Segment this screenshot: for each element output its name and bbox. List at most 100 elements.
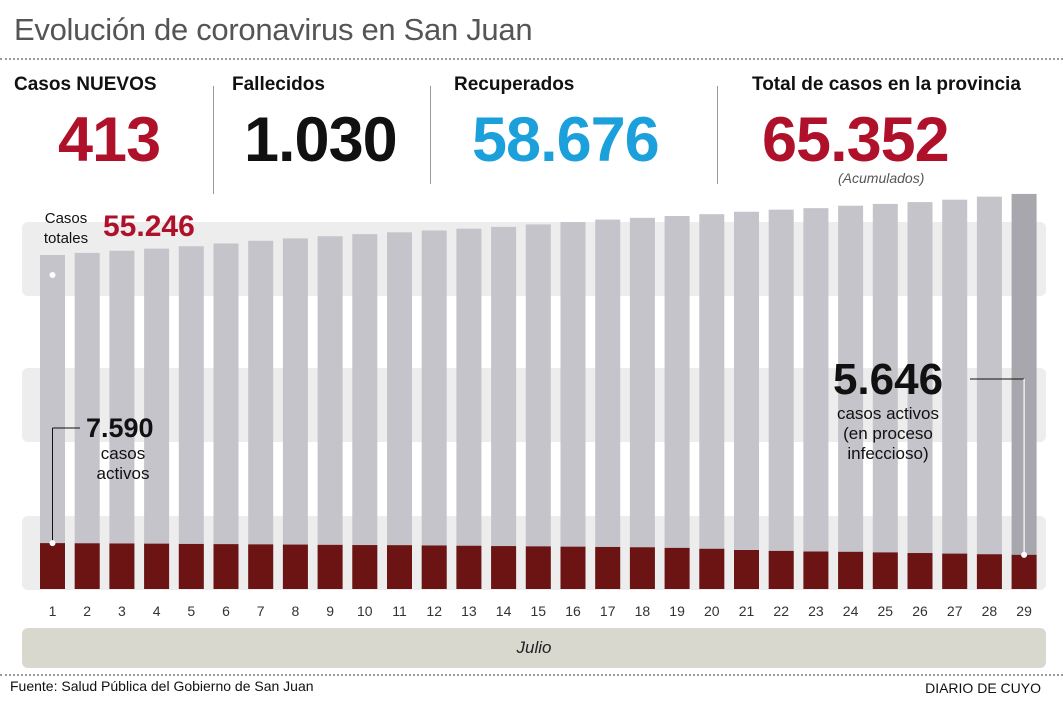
x-tick-label: 27 <box>947 603 963 619</box>
total-cases-bar <box>74 252 100 589</box>
total-cases-bar <box>976 196 1002 589</box>
active-cases-bar <box>1011 554 1037 589</box>
total-cases-label: totales <box>44 230 88 247</box>
marker-dot <box>1021 551 1028 558</box>
total-cases-bar <box>109 250 135 589</box>
total-cases-bar <box>768 209 794 589</box>
total-cases-first-value: 55.246 <box>103 210 195 243</box>
total-cases-bar <box>491 226 517 590</box>
x-tick-label: 6 <box>222 603 230 619</box>
active-cases-bar <box>942 553 968 589</box>
x-tick-label: 28 <box>982 603 998 619</box>
marker-dot <box>49 540 56 547</box>
x-tick-label: 22 <box>773 603 789 619</box>
brand-label: DIARIO DE CUYO <box>925 680 1041 696</box>
x-tick-label: 15 <box>531 603 547 619</box>
active-cases-last-label: (en proceso <box>843 424 933 443</box>
active-cases-bar <box>803 551 829 589</box>
active-cases-bar <box>907 553 933 589</box>
recuperados-label: Recuperados <box>454 74 575 95</box>
total-cases-bar <box>421 230 447 589</box>
x-tick-label: 23 <box>808 603 824 619</box>
x-tick-label: 26 <box>912 603 928 619</box>
x-tick-label: 4 <box>153 603 161 619</box>
total-cases-label: Casos <box>45 210 88 227</box>
bottom-divider <box>0 674 1063 676</box>
x-tick-label: 17 <box>600 603 616 619</box>
total-cases-bar <box>525 224 551 589</box>
total-cases-bar <box>942 199 968 589</box>
x-tick-label: 18 <box>635 603 651 619</box>
x-tick-label: 7 <box>257 603 265 619</box>
fallecidos-label: Fallecidos <box>232 74 325 95</box>
total-cases-bar <box>178 246 204 590</box>
casos-nuevos-label: Casos NUEVOS <box>14 74 157 95</box>
x-tick-label: 24 <box>843 603 859 619</box>
x-tick-label: 21 <box>739 603 755 619</box>
total-cases-bar <box>144 248 170 589</box>
page-title: Evolución de coronavirus en San Juan <box>14 12 533 47</box>
active-cases-last-value: 5.646 <box>833 355 943 404</box>
active-cases-last-label: infeccioso) <box>847 444 928 463</box>
recuperados-value: 58.676 <box>472 105 660 175</box>
active-cases-bar <box>664 547 690 589</box>
active-cases-bar <box>525 546 551 589</box>
total-cases-bar <box>560 222 586 590</box>
x-tick-label: 29 <box>1016 603 1032 619</box>
x-tick-label: 11 <box>392 603 407 619</box>
casos-nuevos-value: 413 <box>58 105 161 175</box>
x-tick-label: 25 <box>878 603 894 619</box>
active-cases-bar <box>248 544 274 589</box>
active-cases-bar <box>734 550 759 589</box>
active-cases-bar <box>595 546 621 589</box>
x-tick-label: 19 <box>669 603 685 619</box>
total-cases-bar <box>872 203 898 589</box>
active-cases-bar <box>699 548 725 589</box>
total-cases-bar <box>213 243 239 590</box>
active-cases-bar <box>872 552 898 589</box>
x-tick-label: 5 <box>187 603 195 619</box>
marker-dot <box>49 272 56 279</box>
total-casos-label: Total de casos en la provincia <box>752 74 1021 95</box>
active-cases-bar <box>491 546 517 589</box>
active-cases-bar <box>629 547 655 589</box>
total-cases-bar <box>387 232 412 589</box>
total-cases-bar <box>699 214 725 589</box>
active-cases-bar <box>178 543 204 589</box>
total-casos-value: 65.352 <box>762 105 950 175</box>
active-cases-bar <box>282 544 308 589</box>
top-divider <box>0 58 1063 60</box>
active-cases-bar <box>74 543 100 589</box>
x-tick-label: 8 <box>292 603 300 619</box>
active-cases-bar <box>40 543 65 589</box>
active-cases-bar <box>768 550 794 589</box>
active-cases-bar <box>838 551 864 589</box>
total-cases-bar <box>456 228 482 589</box>
active-cases-last-label: casos activos <box>837 404 939 423</box>
acumulados-note: (Acumulados) <box>838 170 925 186</box>
cases-bar-chart: 1 2 3 4 5 6 7 8 9 10 11 12 13 14 15 16 17 18 19 20 21 22 23 24 2… <box>22 193 1046 619</box>
stat-separator <box>430 86 431 184</box>
active-cases-bar <box>352 545 378 589</box>
total-cases-bar <box>248 240 274 590</box>
stat-separator <box>717 86 718 184</box>
active-cases-bar <box>109 543 135 589</box>
x-tick-label: 20 <box>704 603 720 619</box>
x-tick-label: 16 <box>565 603 581 619</box>
x-tick-label: 9 <box>326 603 334 619</box>
x-tick-label: 10 <box>357 603 373 619</box>
active-cases-bar <box>387 545 412 589</box>
fallecidos-value: 1.030 <box>244 105 398 175</box>
active-cases-first-label: activos <box>97 464 150 483</box>
active-cases-first-label: casos <box>101 444 145 463</box>
x-tick-label: 12 <box>426 603 442 619</box>
total-cases-bar <box>352 234 378 589</box>
total-cases-bar <box>282 238 308 589</box>
active-cases-bar <box>456 545 482 589</box>
total-cases-bar <box>595 219 621 589</box>
x-tick-label: 3 <box>118 603 126 619</box>
total-cases-bar <box>664 215 690 589</box>
x-tick-label: 14 <box>496 603 512 619</box>
x-tick-label: 2 <box>83 603 91 619</box>
active-cases-bar <box>976 554 1002 589</box>
